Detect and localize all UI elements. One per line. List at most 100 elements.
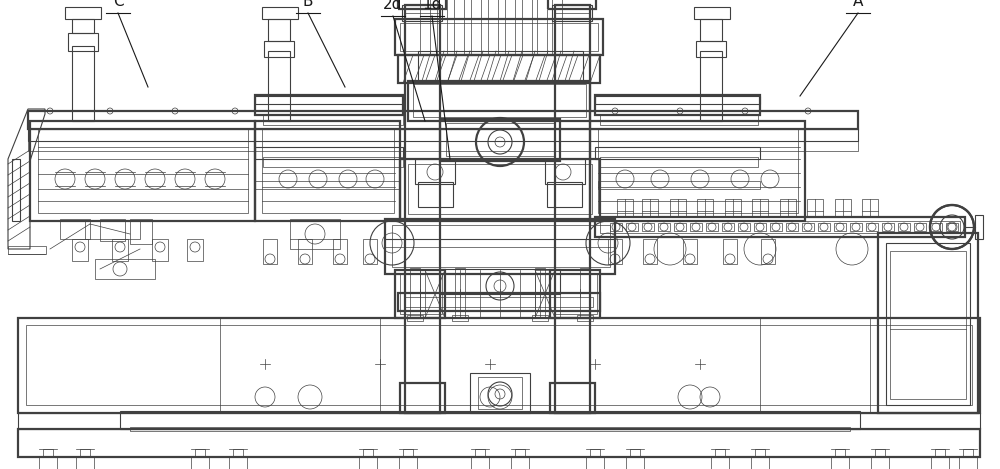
- Bar: [722, 223, 734, 231]
- Bar: [264, 41, 294, 57]
- Bar: [229, 457, 247, 469]
- Bar: [595, 217, 965, 237]
- Bar: [130, 219, 152, 244]
- Bar: [931, 457, 949, 469]
- Bar: [866, 223, 878, 231]
- Bar: [552, 5, 592, 21]
- Bar: [408, 164, 592, 214]
- Bar: [187, 239, 203, 261]
- Bar: [28, 111, 858, 129]
- Bar: [268, 51, 290, 121]
- Bar: [400, 383, 445, 413]
- Bar: [255, 95, 403, 115]
- Bar: [152, 239, 168, 261]
- Bar: [478, 377, 522, 409]
- Bar: [410, 268, 420, 318]
- Bar: [754, 223, 766, 231]
- Bar: [268, 19, 290, 41]
- Bar: [537, 0, 547, 55]
- Bar: [595, 96, 760, 104]
- Bar: [408, 81, 590, 121]
- Bar: [959, 457, 977, 469]
- Bar: [413, 84, 586, 117]
- Bar: [363, 449, 373, 457]
- Bar: [475, 449, 485, 457]
- Bar: [405, 5, 440, 413]
- Bar: [580, 268, 590, 318]
- Bar: [95, 259, 155, 279]
- Bar: [455, 268, 465, 318]
- Bar: [18, 318, 980, 413]
- Bar: [600, 115, 758, 125]
- Bar: [263, 157, 403, 167]
- Bar: [963, 449, 973, 457]
- Bar: [550, 383, 595, 413]
- Bar: [761, 239, 775, 264]
- Bar: [715, 449, 725, 457]
- Bar: [60, 219, 90, 239]
- Bar: [437, 0, 447, 55]
- Bar: [626, 223, 638, 231]
- Bar: [76, 457, 94, 469]
- Bar: [298, 239, 312, 264]
- Bar: [403, 449, 413, 457]
- Bar: [706, 223, 718, 231]
- Bar: [454, 0, 464, 55]
- Bar: [886, 243, 970, 405]
- Bar: [399, 457, 417, 469]
- Bar: [755, 449, 765, 457]
- Bar: [674, 223, 686, 231]
- Bar: [398, 0, 446, 9]
- Bar: [68, 33, 98, 51]
- Bar: [751, 457, 769, 469]
- Bar: [835, 199, 851, 217]
- Bar: [975, 215, 983, 239]
- Bar: [471, 457, 489, 469]
- Bar: [818, 223, 830, 231]
- Bar: [130, 427, 850, 431]
- Bar: [522, 0, 532, 55]
- Bar: [626, 457, 644, 469]
- Bar: [26, 325, 972, 405]
- Bar: [608, 239, 622, 264]
- Bar: [398, 55, 600, 83]
- Bar: [595, 147, 760, 159]
- Bar: [590, 121, 805, 221]
- Bar: [807, 199, 823, 217]
- Bar: [28, 129, 858, 141]
- Bar: [405, 297, 593, 307]
- Text: B: B: [303, 0, 313, 9]
- Bar: [120, 411, 860, 429]
- Bar: [642, 223, 654, 231]
- Bar: [535, 270, 555, 318]
- Bar: [262, 128, 394, 213]
- Bar: [333, 239, 347, 264]
- Bar: [402, 5, 442, 21]
- Bar: [630, 449, 640, 457]
- Bar: [600, 221, 960, 233]
- Bar: [700, 19, 722, 41]
- Bar: [723, 239, 737, 264]
- Bar: [890, 251, 966, 399]
- Bar: [195, 449, 205, 457]
- Bar: [72, 19, 94, 33]
- Bar: [85, 221, 140, 239]
- Bar: [511, 457, 529, 469]
- Bar: [392, 225, 610, 267]
- Bar: [898, 223, 910, 231]
- Bar: [642, 199, 658, 217]
- Bar: [552, 0, 562, 55]
- Bar: [555, 5, 590, 413]
- Bar: [80, 449, 90, 457]
- Bar: [407, 315, 423, 321]
- Bar: [600, 157, 758, 167]
- Bar: [405, 5, 439, 13]
- Bar: [18, 413, 980, 429]
- Text: C: C: [113, 0, 123, 9]
- Bar: [875, 449, 885, 457]
- Bar: [400, 274, 442, 314]
- Bar: [8, 246, 46, 254]
- Text: A: A: [853, 0, 863, 9]
- Bar: [415, 159, 455, 184]
- Bar: [697, 199, 713, 217]
